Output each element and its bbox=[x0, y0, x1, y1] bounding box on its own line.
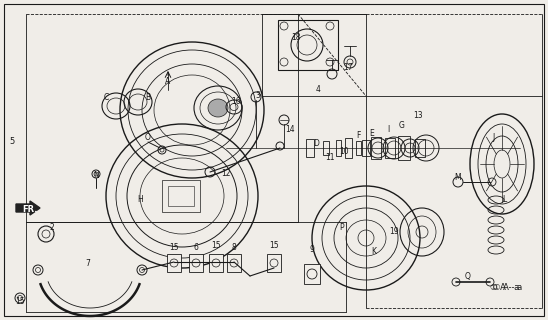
Text: 16: 16 bbox=[231, 97, 241, 106]
Text: ① A - a: ① A - a bbox=[490, 284, 520, 292]
Bar bbox=[336, 140, 341, 156]
Text: 2: 2 bbox=[50, 223, 54, 233]
Text: 7: 7 bbox=[85, 260, 90, 268]
Text: G: G bbox=[399, 122, 405, 131]
Bar bbox=[267, 254, 281, 272]
Text: 15: 15 bbox=[15, 298, 25, 307]
Text: J: J bbox=[493, 133, 495, 142]
Text: M: M bbox=[455, 173, 461, 182]
Text: F: F bbox=[356, 132, 360, 140]
Bar bbox=[168, 186, 194, 206]
Text: 17: 17 bbox=[343, 63, 353, 73]
Text: Q: Q bbox=[465, 271, 471, 281]
Bar bbox=[345, 138, 352, 158]
Text: C: C bbox=[104, 93, 109, 102]
Text: N: N bbox=[93, 172, 99, 180]
Bar bbox=[304, 264, 320, 284]
Ellipse shape bbox=[208, 99, 228, 117]
Bar bbox=[227, 254, 241, 272]
Text: L: L bbox=[502, 196, 506, 204]
Text: FR.: FR. bbox=[22, 205, 38, 214]
Bar bbox=[278, 20, 338, 70]
Text: 14: 14 bbox=[285, 125, 295, 134]
Text: 5: 5 bbox=[9, 138, 15, 147]
Text: E: E bbox=[369, 130, 374, 139]
Text: 11: 11 bbox=[326, 153, 335, 162]
Text: O: O bbox=[145, 133, 151, 142]
Text: 6: 6 bbox=[193, 243, 198, 252]
Text: 15: 15 bbox=[269, 242, 279, 251]
Text: 4: 4 bbox=[316, 85, 321, 94]
Bar bbox=[398, 136, 410, 160]
Text: 9: 9 bbox=[310, 245, 315, 254]
Text: 8: 8 bbox=[232, 244, 236, 252]
Text: 13: 13 bbox=[413, 111, 423, 121]
Text: 15: 15 bbox=[169, 244, 179, 252]
Text: K: K bbox=[372, 247, 376, 257]
Text: 3: 3 bbox=[255, 92, 260, 100]
Text: ① A - a: ① A - a bbox=[493, 284, 523, 292]
Bar bbox=[371, 137, 381, 159]
Polygon shape bbox=[16, 201, 40, 215]
Bar bbox=[306, 139, 314, 157]
Text: P: P bbox=[340, 223, 344, 233]
Bar bbox=[167, 254, 181, 272]
Text: D: D bbox=[313, 140, 319, 148]
Text: H: H bbox=[137, 196, 143, 204]
Bar bbox=[385, 138, 395, 158]
Bar bbox=[209, 254, 223, 272]
Bar bbox=[356, 141, 361, 155]
Text: B: B bbox=[145, 93, 151, 102]
Bar bbox=[323, 141, 329, 155]
Text: 19: 19 bbox=[389, 228, 399, 236]
Text: I: I bbox=[387, 125, 389, 134]
Bar bbox=[415, 139, 425, 157]
Text: 10: 10 bbox=[339, 148, 349, 156]
Bar bbox=[162, 180, 200, 212]
Text: 12: 12 bbox=[221, 169, 231, 178]
Text: 18: 18 bbox=[291, 34, 301, 43]
Text: 15: 15 bbox=[211, 242, 221, 251]
Bar bbox=[362, 140, 370, 156]
Bar bbox=[189, 254, 203, 272]
FancyArrowPatch shape bbox=[21, 206, 35, 210]
Text: A: A bbox=[165, 77, 170, 86]
